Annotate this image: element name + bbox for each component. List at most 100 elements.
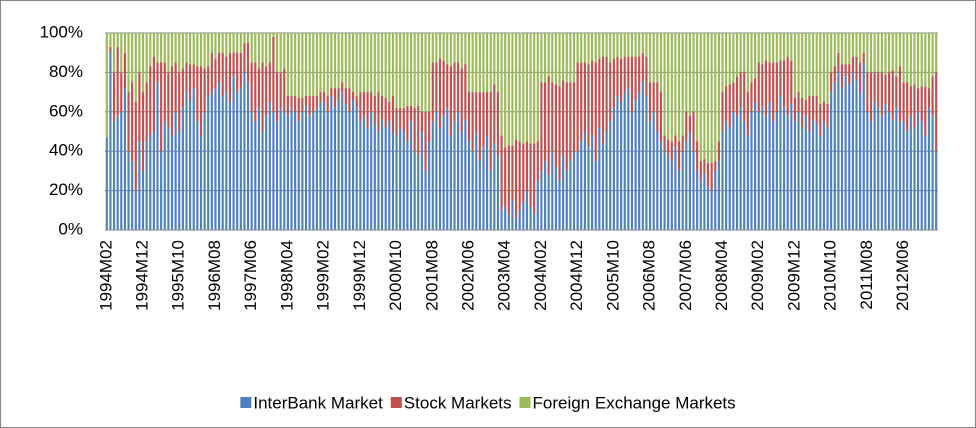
x-tick-label: 2001M08 [422,240,441,311]
bar-segment [359,92,362,122]
bar-segment [464,33,467,65]
bar-segment [895,76,898,108]
bar-segment [297,121,300,230]
legend: InterBank Market Stock Markets Foreign Exc… [240,393,736,412]
bar-segment [323,92,326,102]
bar-segment [931,33,934,77]
bar-segment [801,33,804,99]
bar-segment [109,52,112,231]
bar-segment [312,96,315,112]
bar-segment [735,76,739,116]
bar-segment [134,33,137,102]
bar-segment [659,141,663,230]
bar-segment [496,92,500,156]
bar-segment [757,62,760,112]
bar-segment [304,33,308,97]
bar-segment [779,60,782,97]
bar-segment [583,131,586,230]
bar-segment [616,33,619,57]
bar-segment [243,42,246,73]
bar-segment [377,33,380,93]
bar-segment [504,206,507,230]
bar-segment [782,107,786,230]
bar-segment [384,127,387,230]
bar-segment [467,33,471,93]
bar-segment [261,131,264,230]
bar-segment [696,33,699,142]
bar-segment [246,33,250,43]
bar-segment [543,82,547,162]
bar-segment [504,33,507,148]
bar-segment [467,141,471,230]
bar-segment [916,33,920,89]
bar-segment [616,96,619,230]
bar-segment [659,92,663,142]
bar-segment [728,127,731,230]
bar-segment [775,33,778,63]
bar-segment [366,92,369,128]
bar-segment [895,107,898,230]
bar-segment [225,56,228,93]
bar-segment [131,82,134,162]
bar-segment [554,166,557,230]
bar-segment [576,151,579,230]
bar-segment [786,56,789,116]
bar-segment [685,33,688,112]
bar-segment [605,33,608,57]
bar-segment [373,33,376,97]
bar-segment [120,72,123,112]
bar-segment [199,135,203,230]
bar-segment [681,135,684,152]
bar-segment [225,33,228,57]
bar-segment [337,99,340,230]
bar-segment [348,88,351,112]
bar-segment [482,147,485,230]
bar-segment [402,131,405,230]
bar-segment [500,33,503,136]
bar-segment [261,33,264,63]
bar-segment [435,62,438,112]
bar-segment [533,33,536,144]
bar-segment [562,33,565,81]
bar-segment [141,92,145,171]
bar-segment [620,33,623,59]
bar-segment [417,33,420,106]
bar-segment [612,107,615,230]
bar-segment [246,42,250,83]
bar-segment [279,107,282,230]
bar-segment [793,33,797,99]
bar-segment [569,33,572,83]
bar-segment [837,72,840,231]
bar-segment [428,111,431,142]
legend-swatch [390,397,402,408]
bar-segment [623,92,626,230]
bar-segment [243,33,246,43]
bar-segment [163,33,166,63]
bar-segment [840,64,844,89]
bar-segment [677,33,681,142]
bar-segment [120,33,123,73]
bar-segment [819,33,822,104]
bar-segment [620,101,623,230]
bar-segment [315,107,318,230]
bar-segment [149,135,152,230]
bar-segment [174,62,177,112]
bar-segment [859,92,862,230]
bar-segment [413,151,416,230]
bar-segment [670,141,673,162]
bar-segment [460,68,463,132]
bar-segment [268,101,271,230]
bar-segment [822,121,826,230]
bar-segment [525,141,529,191]
bar-segment [529,143,532,207]
y-tick-label: 60% [49,101,83,120]
bar-segment [935,151,938,230]
bar-segment [207,66,210,97]
bar-segment [199,66,203,136]
bar-segment [601,56,605,144]
bar-segment [634,99,637,230]
bar-segment [529,33,532,144]
bar-segment [236,92,239,230]
bar-segment [352,99,355,230]
bar-segment [156,62,159,83]
